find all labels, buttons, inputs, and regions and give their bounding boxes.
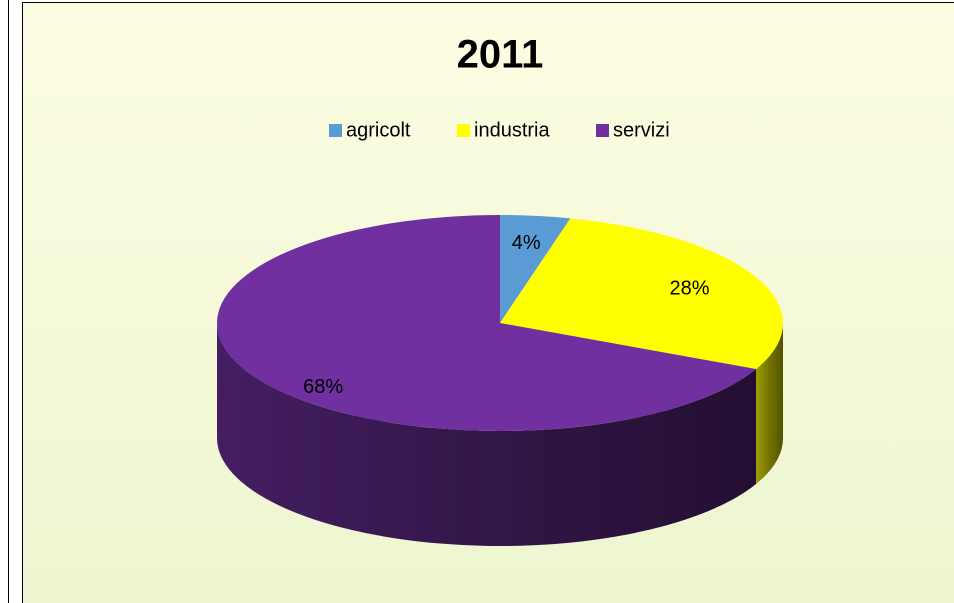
legend: agricolt industria servizi [329,119,670,141]
data-label: 28% [669,277,709,299]
pie-slice [500,215,571,323]
legend-label: industria [474,119,550,141]
legend-swatch [596,124,609,137]
pie-slice [500,218,783,369]
data-label: 68% [303,376,343,398]
legend-label: servizi [613,119,670,141]
data-label: 4% [512,232,541,254]
pie: 4% 28% 68% [217,215,783,546]
legend-label: agricolt [346,119,411,141]
chart-title: 2011 [457,33,544,77]
legend-swatch [329,124,342,137]
pie-slice [217,215,757,431]
pie-side [756,323,783,484]
legend-swatch [457,124,470,137]
pie-side [217,323,757,546]
